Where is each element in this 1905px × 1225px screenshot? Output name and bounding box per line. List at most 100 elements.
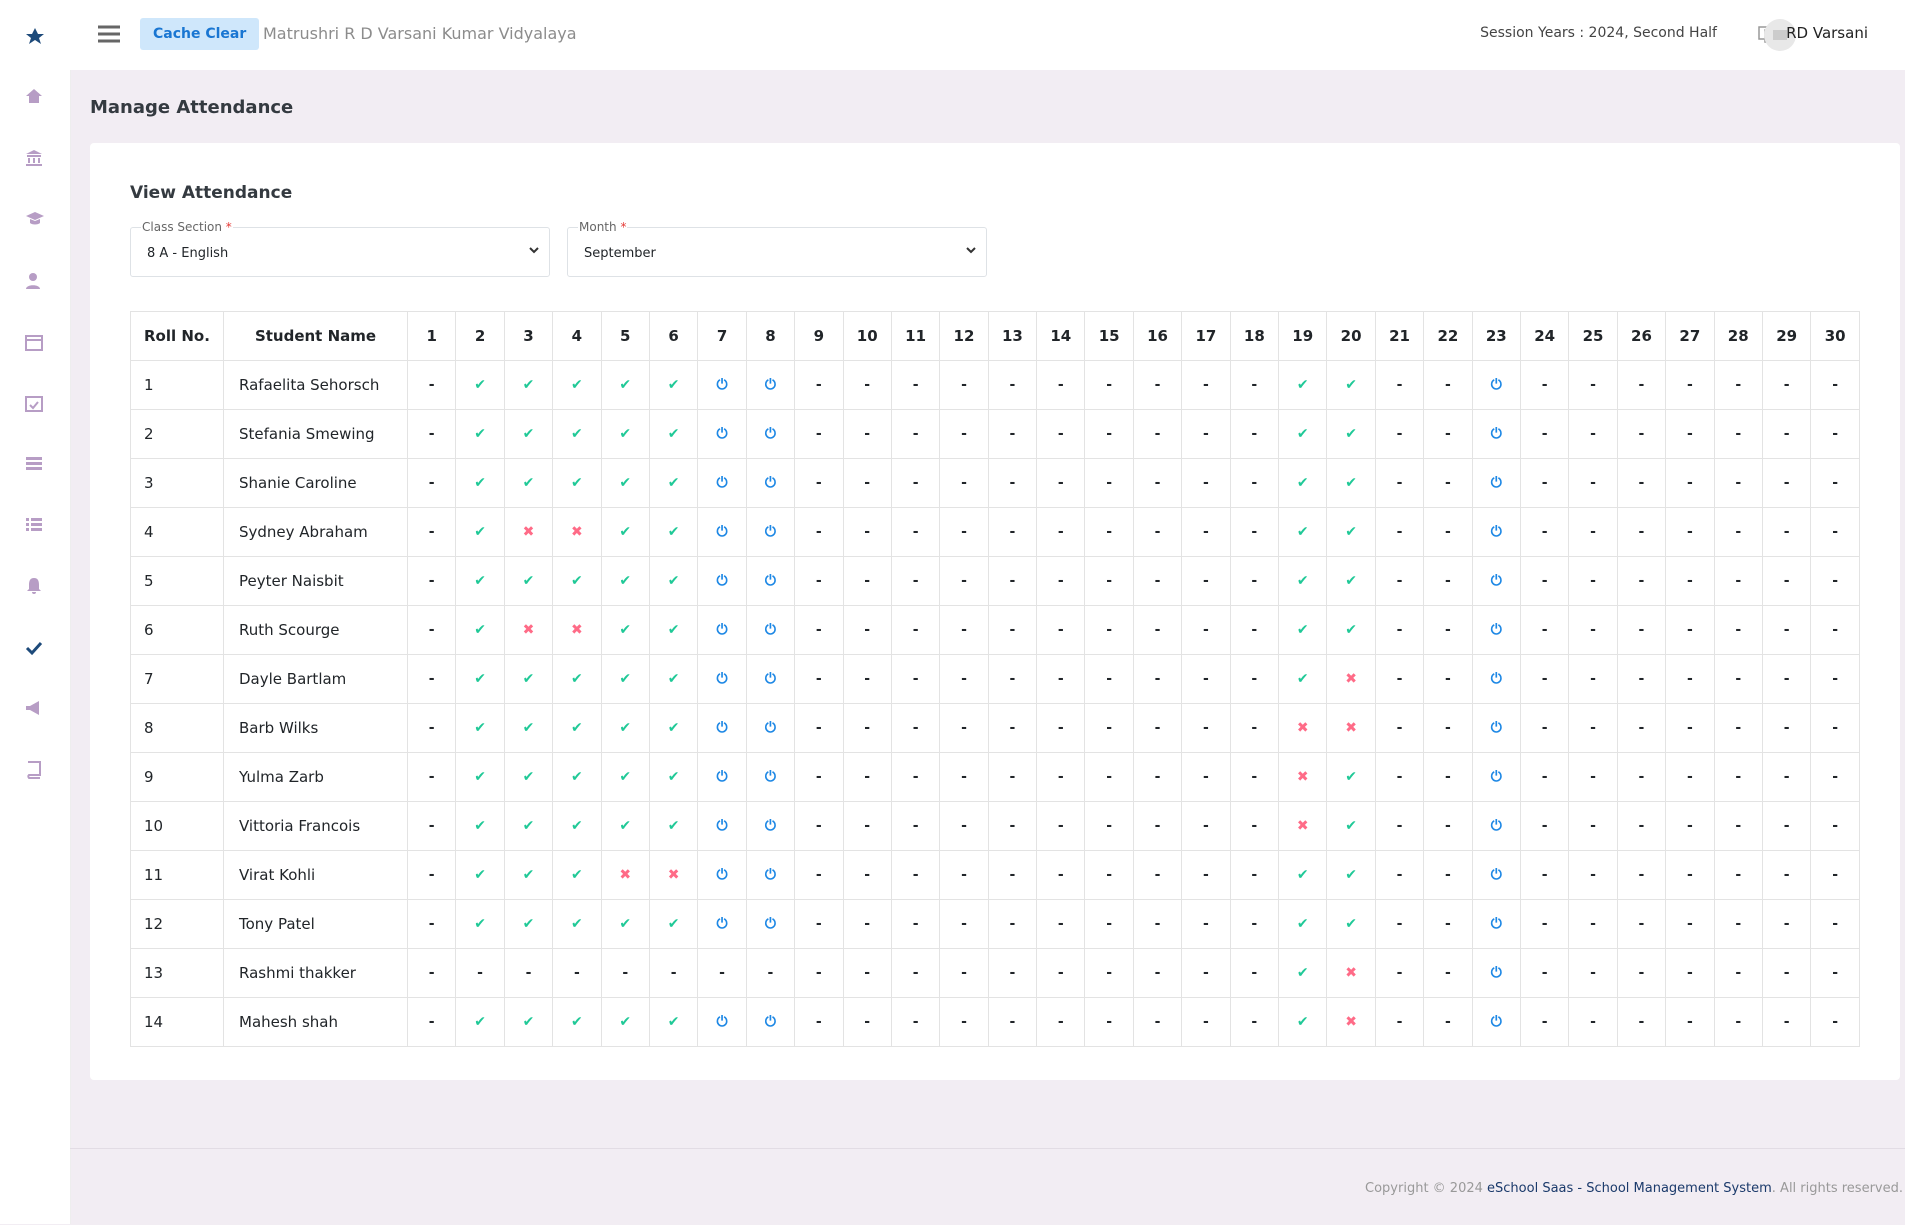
nav-icon[interactable] <box>25 394 43 412</box>
nav-icon[interactable] <box>25 272 41 290</box>
nav-icon[interactable] <box>25 516 43 532</box>
attendance-cell: ✔ <box>455 507 505 557</box>
attendance-cell: ✔ <box>648 507 699 557</box>
column-header: 15 <box>1084 311 1134 361</box>
attendance-cell: ✔ <box>552 654 602 704</box>
attendance-cell: ⏻ <box>745 752 796 802</box>
nav-icon[interactable] <box>25 211 45 227</box>
attendance-cell: - <box>1229 654 1280 704</box>
attendance-cell: ✔ <box>1278 654 1328 704</box>
attendance-cell: - <box>939 654 989 704</box>
attendance-cell: - <box>1810 997 1860 1047</box>
attendance-cell: ⏻ <box>697 458 747 508</box>
attendance-cell: - <box>1616 801 1667 851</box>
menu-toggle[interactable] <box>98 25 120 43</box>
attendance-cell: - <box>1616 409 1667 459</box>
attendance-cell: - <box>1568 360 1618 410</box>
attendance-cell: ✔ <box>648 605 699 655</box>
nav-icon[interactable] <box>25 149 43 167</box>
attendance-cell: - <box>1568 556 1618 606</box>
attendance-cell: ✔ <box>648 703 699 753</box>
card-title: View Attendance <box>130 183 293 203</box>
column-header: 26 <box>1616 311 1667 361</box>
attendance-cell: - <box>1665 458 1715 508</box>
attendance-cell: - <box>1713 752 1763 802</box>
attendance-cell: ✔ <box>1326 850 1376 900</box>
avatar[interactable] <box>1763 18 1797 52</box>
attendance-cell: ✔ <box>455 654 505 704</box>
attendance-cell: ⏻ <box>1471 703 1521 753</box>
roll-no: 1 <box>130 360 224 410</box>
attendance-cell: ✔ <box>1278 850 1328 900</box>
attendance-cell: - <box>1616 899 1667 949</box>
footer-link[interactable]: eSchool Saas - School Management System <box>1487 1181 1772 1196</box>
attendance-cell: - <box>1084 801 1134 851</box>
attendance-cell: - <box>1132 409 1183 459</box>
attendance-cell: - <box>1084 556 1134 606</box>
attendance-cell: ✔ <box>648 556 699 606</box>
nav-icon[interactable] <box>25 455 43 471</box>
attendance-cell: - <box>1036 801 1086 851</box>
student-row: 10 Vittoria Francois - ✔ ✔ ✔ ✔ ✔ ⏻ ⏻ - - - - - - - - - - ✖ ✔ -… <box>130 801 1860 851</box>
attendance-cell: - <box>1423 850 1473 900</box>
attendance-cell: - <box>1665 752 1715 802</box>
attendance-cell: - <box>1181 360 1231 410</box>
nav-icon[interactable] <box>25 577 43 595</box>
attendance-cell: - <box>1181 752 1231 802</box>
attendance-cell: - <box>1084 507 1134 557</box>
attendance-cell: - <box>1519 654 1570 704</box>
student-row: 1 Rafaelita Sehorsch - ✔ ✔ ✔ ✔ ✔ ⏻ ⏻ - - - - - - - - - - ✔ ✔ -… <box>130 360 1860 410</box>
nav-icon[interactable] <box>25 700 43 716</box>
attendance-cell: ⏻ <box>1471 997 1521 1047</box>
attendance-cell: - <box>890 899 941 949</box>
required-mark: * <box>225 220 232 234</box>
attendance-cell: - <box>1810 703 1860 753</box>
student-name: Sydney Abraham <box>223 507 408 557</box>
attendance-cell: - <box>1616 458 1667 508</box>
class-section-select[interactable]: Class Section * 8 A - English <box>130 220 550 277</box>
nav-icon-active[interactable] <box>25 640 43 656</box>
column-header: 27 <box>1665 311 1715 361</box>
user-name[interactable]: RD Varsani <box>1786 24 1868 42</box>
attendance-cell: - <box>1229 458 1280 508</box>
attendance-cell: - <box>1036 409 1086 459</box>
student-row: 13 Rashmi thakker - - - - - - - - - - - - - - - - - - ✔ ✖ - - ⏻ -… <box>130 948 1860 998</box>
attendance-cell: - <box>842 703 892 753</box>
field-value: 8 A - English <box>147 246 229 261</box>
attendance-cell: - <box>842 899 892 949</box>
attendance-cell: - <box>1665 360 1715 410</box>
student-name: Rashmi thakker <box>223 948 408 998</box>
nav-icon[interactable] <box>25 761 41 779</box>
attendance-cell: ✔ <box>503 556 554 606</box>
attendance-cell: - <box>1616 703 1667 753</box>
logo[interactable] <box>25 26 45 46</box>
page-title: Manage Attendance <box>90 97 294 118</box>
attendance-cell: - <box>1665 801 1715 851</box>
attendance-cell: - <box>406 850 457 900</box>
attendance-cell: ⏻ <box>745 899 796 949</box>
sidebar <box>0 0 71 1224</box>
month-select[interactable]: Month * September <box>567 220 987 277</box>
attendance-cell: ✔ <box>503 752 554 802</box>
attendance-cell: ✔ <box>1326 507 1376 557</box>
attendance-cell: - <box>1084 605 1134 655</box>
attendance-cell: - <box>939 360 989 410</box>
attendance-cell: - <box>1036 752 1086 802</box>
attendance-cell: ✖ <box>1278 801 1328 851</box>
attendance-cell: - <box>890 458 941 508</box>
attendance-cell: - <box>1713 507 1763 557</box>
attendance-cell: - <box>1519 948 1570 998</box>
attendance-cell: ✖ <box>503 507 554 557</box>
nav-icon[interactable] <box>25 333 43 351</box>
attendance-cell: - <box>1181 703 1231 753</box>
cache-clear-button[interactable]: Cache Clear <box>140 18 260 50</box>
column-header: 29 <box>1761 311 1812 361</box>
attendance-cell: - <box>1423 360 1473 410</box>
attendance-cell: - <box>1616 605 1667 655</box>
attendance-cell: - <box>406 948 457 998</box>
nav-icon[interactable] <box>25 88 43 104</box>
attendance-cell: - <box>842 458 892 508</box>
attendance-cell: ✔ <box>648 360 699 410</box>
column-header: 3 <box>503 311 554 361</box>
attendance-cell: - <box>1423 997 1473 1047</box>
